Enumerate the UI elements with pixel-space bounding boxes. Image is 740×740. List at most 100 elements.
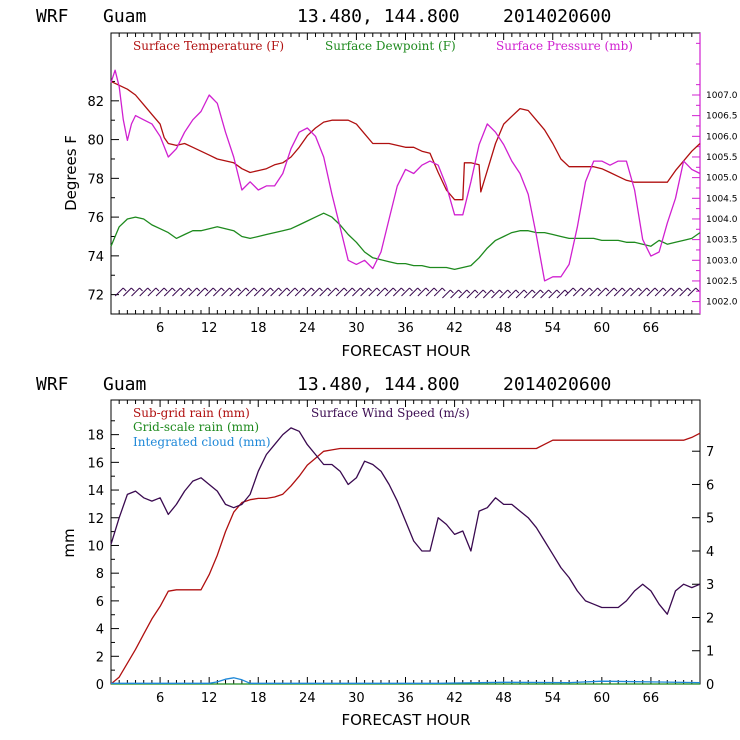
- wind-barb: [270, 287, 279, 297]
- wind-barb: [622, 287, 631, 297]
- wind-barb-flag: [531, 289, 536, 294]
- panel1-rtick-label: 1002.0: [706, 298, 738, 308]
- wind-barb-flag: [147, 287, 152, 292]
- wind-barb: [540, 289, 549, 299]
- panel2-legend: Sub-grid rain (mm) Grid-scale rain (mm) …: [133, 406, 470, 449]
- wind-barb-flag: [261, 287, 266, 292]
- panel1-xtick-label: 30: [348, 321, 365, 336]
- wind-barb-flag: [638, 287, 642, 292]
- panel2-rtick-label: 1: [706, 645, 714, 660]
- panel2-rtick-label: 4: [706, 545, 714, 560]
- wind-barb: [131, 287, 140, 297]
- wind-barb: [294, 287, 304, 297]
- wind-barb-flag: [695, 287, 700, 292]
- wind-barb-flag: [662, 287, 667, 292]
- panel1-run: 2014020600: [503, 6, 611, 27]
- panel2-xtick-label: 48: [495, 691, 512, 706]
- wind-barb-flag: [490, 289, 495, 294]
- wind-barb: [327, 287, 337, 297]
- wind-barb-flag: [458, 289, 462, 294]
- wind-barb-flag: [556, 289, 561, 294]
- wind-barb: [466, 289, 476, 299]
- wind-barb: [491, 289, 500, 299]
- panel1-legend: Surface Temperature (F) Surface Dewpoint…: [133, 39, 633, 53]
- panel2-ytick-label: 12: [87, 512, 104, 527]
- wind-barb: [360, 287, 369, 297]
- wind-barb: [253, 287, 263, 297]
- wind-barb-flag: [131, 287, 135, 292]
- wind-barb-flag: [327, 287, 332, 292]
- panel1-xtick-label: 18: [250, 321, 267, 336]
- panel1-ytick-label: 78: [87, 172, 104, 187]
- wind-barb-flag: [310, 287, 315, 292]
- legend-integrated-cloud: Integrated cloud (mm): [133, 435, 271, 449]
- wind-barb: [212, 287, 222, 297]
- panel2-ytick-label: 10: [87, 539, 104, 554]
- panel1-xtick-label: 60: [594, 321, 611, 336]
- wind-barb: [433, 287, 443, 297]
- panel1-ticks: 6 12 18 24 30 36 42 48 54 60 66 72 74 76 78 80 82 1002.0 1…: [87, 33, 738, 336]
- series-sub-grid-rain-mm: [110, 432, 701, 685]
- wind-barb-flag: [515, 289, 520, 294]
- wind-barb: [286, 287, 296, 297]
- wind-barb: [302, 287, 312, 297]
- panel1-wind-barbs: [114, 287, 700, 299]
- wind-barb-flag: [229, 287, 233, 292]
- panel2-coords: 13.480, 144.800: [297, 374, 460, 395]
- panel1-xlabel: FORECAST HOUR: [341, 342, 470, 360]
- panel2-rtick-label: 0: [706, 678, 714, 693]
- panel2-rtick-label: 2: [706, 611, 714, 626]
- wind-barb: [163, 287, 173, 297]
- wind-barb-flag: [253, 287, 258, 292]
- wind-barb: [262, 287, 271, 297]
- panel2-xtick-label: 24: [299, 691, 316, 706]
- wind-barb-flag: [548, 289, 552, 294]
- wind-barb-flag: [220, 287, 225, 292]
- wind-barb-flag: [572, 287, 577, 292]
- wind-barb-flag: [630, 287, 634, 292]
- wind-barb-flag: [613, 287, 618, 292]
- panel1-xtick-label: 36: [397, 321, 414, 336]
- wind-barb: [646, 287, 656, 297]
- panel2-ytick-label: 16: [87, 456, 104, 471]
- panel2-xtick-label: 54: [544, 691, 561, 706]
- wind-barb-flag: [450, 289, 454, 294]
- wind-barb-flag: [409, 287, 413, 292]
- wind-barb: [687, 287, 697, 297]
- wind-barb-flag: [646, 287, 651, 292]
- wind-barb-flag: [425, 287, 430, 292]
- wind-barb: [188, 287, 198, 297]
- wind-barb-flag: [474, 289, 479, 294]
- wind-barb: [450, 289, 459, 299]
- panel2-site: Guam: [103, 374, 146, 395]
- wind-barb-flag: [180, 287, 184, 292]
- wind-barb-flag: [155, 287, 160, 292]
- wind-barb: [662, 287, 672, 297]
- panel2-ytick-label: 4: [96, 623, 104, 638]
- wind-barb-flag: [441, 287, 446, 292]
- panel2-ytick-label: 14: [87, 484, 104, 499]
- panel2-xlabel: FORECAST HOUR: [341, 711, 470, 729]
- wind-barb: [221, 287, 230, 297]
- wind-barb: [458, 289, 468, 299]
- panel1-rtick-label: 1007.0: [706, 91, 738, 101]
- panel2-ytick-label: 2: [96, 650, 104, 665]
- panel1-rtick-label: 1002.5: [706, 277, 738, 287]
- wind-barb-flag: [589, 287, 593, 292]
- wind-barb: [204, 287, 214, 297]
- panel2-xtick-label: 60: [594, 691, 611, 706]
- wind-barb: [630, 287, 639, 297]
- wind-barb: [384, 287, 394, 297]
- wind-barb: [654, 287, 664, 297]
- wind-barb: [556, 289, 566, 299]
- panel1-rtick-label: 1003.5: [706, 236, 738, 246]
- wind-barb-flag: [188, 287, 192, 292]
- wind-barb: [352, 287, 361, 297]
- wind-barb: [532, 289, 541, 299]
- panel1-rtick-label: 1006.5: [706, 112, 738, 122]
- legend-surface-wind-speed: Surface Wind Speed (m/s): [311, 406, 470, 420]
- legend-surface-pressure: Surface Pressure (mb): [496, 39, 633, 53]
- panel2-rtick-label: 7: [706, 445, 714, 460]
- panel1-ylabel: Degrees F: [62, 135, 80, 211]
- wind-barb-flag: [376, 287, 381, 292]
